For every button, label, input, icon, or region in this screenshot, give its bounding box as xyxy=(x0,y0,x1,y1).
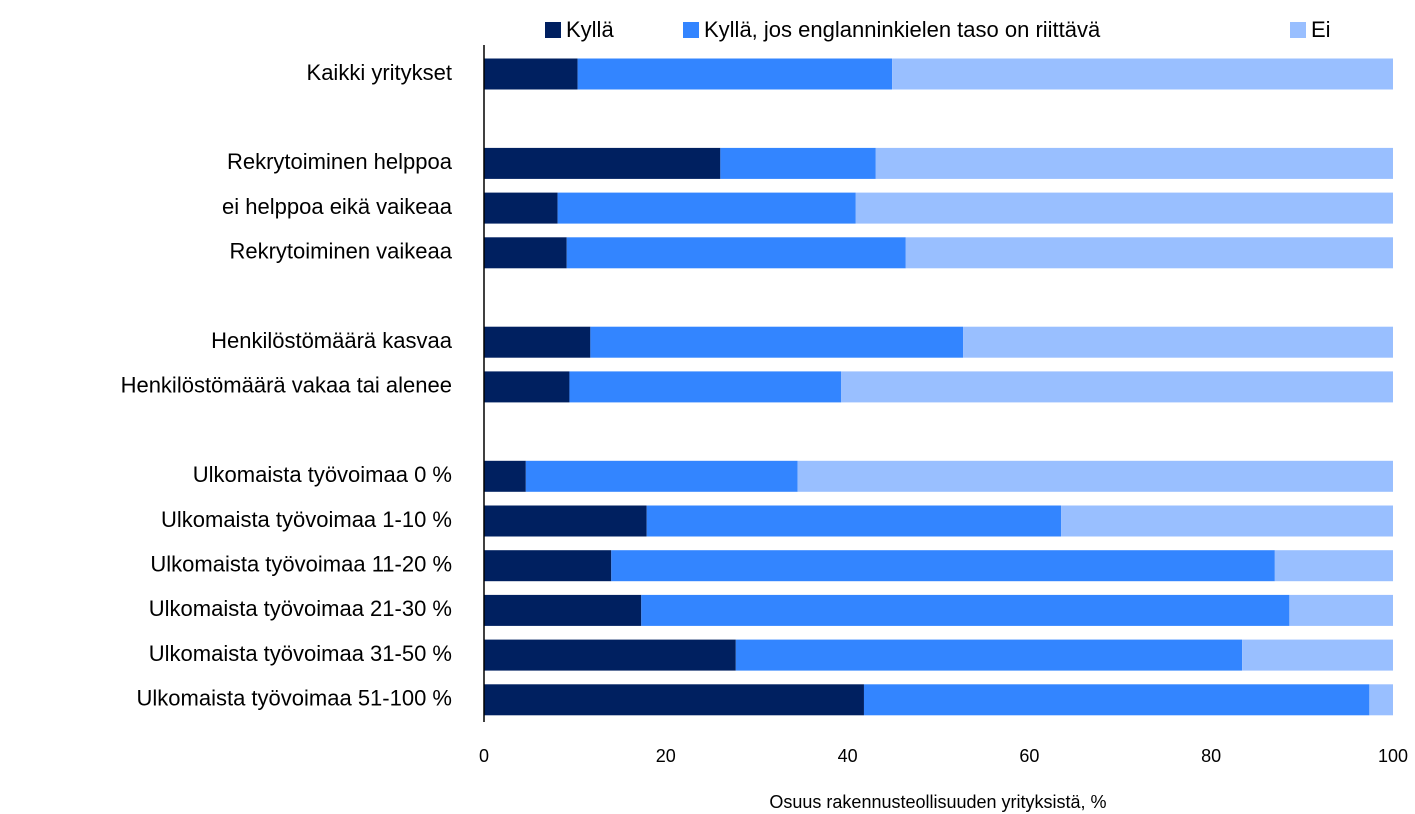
bar-segment xyxy=(566,237,906,269)
y-tick-label: Ulkomaista työvoimaa 21-30 % xyxy=(149,596,452,621)
y-tick-label: Rekrytoiminen helppoa xyxy=(227,149,453,174)
bar-segment xyxy=(484,326,591,358)
bar-segment xyxy=(569,371,842,403)
bar-segment xyxy=(484,684,864,716)
bar-segment xyxy=(590,326,964,358)
bar-segment xyxy=(1369,684,1393,716)
y-tick-label: Ulkomaista työvoimaa 31-50 % xyxy=(149,641,452,666)
legend-swatch xyxy=(545,22,561,38)
bar-segment xyxy=(484,505,647,537)
bar-segment xyxy=(841,371,1393,403)
bar-segment xyxy=(892,58,1393,90)
x-tick-label: 60 xyxy=(1019,746,1039,766)
x-axis-title: Osuus rakennusteollisuuden yrityksistä, … xyxy=(769,792,1106,812)
x-tick-label: 20 xyxy=(656,746,676,766)
legend-label: Ei xyxy=(1311,17,1331,42)
legend-swatch xyxy=(683,22,699,38)
y-tick-label: Kaikki yritykset xyxy=(307,60,452,85)
bar-segment xyxy=(577,58,893,90)
bar-segment xyxy=(484,192,558,224)
y-tick-label: Henkilöstömäärä vakaa tai alenee xyxy=(121,373,452,398)
y-tick-label: Ulkomaista työvoimaa 1-10 % xyxy=(161,507,452,532)
y-tick-label: Ulkomaista työvoimaa 51-100 % xyxy=(137,686,452,711)
legend-label: Kyllä, jos englanninkielen taso on riitt… xyxy=(704,17,1101,42)
bar-segment xyxy=(1061,505,1393,537)
bar-segment xyxy=(484,237,567,269)
bar-segment xyxy=(863,684,1370,716)
x-tick-label: 100 xyxy=(1378,746,1408,766)
bar-segment xyxy=(484,550,612,582)
x-tick-label: 40 xyxy=(838,746,858,766)
legend-label: Kyllä xyxy=(566,17,614,42)
bar-segment xyxy=(797,460,1393,492)
bar-segment xyxy=(484,460,526,492)
bar-segment xyxy=(641,594,1290,626)
y-tick-label: Rekrytoiminen vaikeaa xyxy=(229,239,452,264)
y-tick-label: ei helppoa eikä vaikeaa xyxy=(222,194,453,219)
bar-segment xyxy=(646,505,1062,537)
x-tick-label: 80 xyxy=(1201,746,1221,766)
x-tick-label: 0 xyxy=(479,746,489,766)
bar-segment xyxy=(735,639,1243,671)
bar-segment xyxy=(557,192,856,224)
bar-segment xyxy=(484,58,578,90)
bar-segment xyxy=(1289,594,1393,626)
bar-segment xyxy=(875,147,1393,179)
bar-segment xyxy=(484,639,736,671)
bar-segment xyxy=(855,192,1393,224)
bar-segment xyxy=(611,550,1275,582)
y-tick-label: Ulkomaista työvoimaa 0 % xyxy=(193,462,452,487)
y-tick-label: Ulkomaista työvoimaa 11-20 % xyxy=(150,552,452,577)
y-tick-label: Henkilöstömäärä kasvaa xyxy=(211,328,453,353)
legend-swatch xyxy=(1290,22,1306,38)
bar-segment xyxy=(720,147,876,179)
bar-segment xyxy=(1274,550,1393,582)
bar-segment xyxy=(525,460,798,492)
bar-segment xyxy=(905,237,1393,269)
bar-segment xyxy=(484,147,721,179)
bar-segment xyxy=(963,326,1393,358)
bar-segment xyxy=(484,594,642,626)
bar-segment xyxy=(484,371,570,403)
bar-segment xyxy=(1242,639,1393,671)
